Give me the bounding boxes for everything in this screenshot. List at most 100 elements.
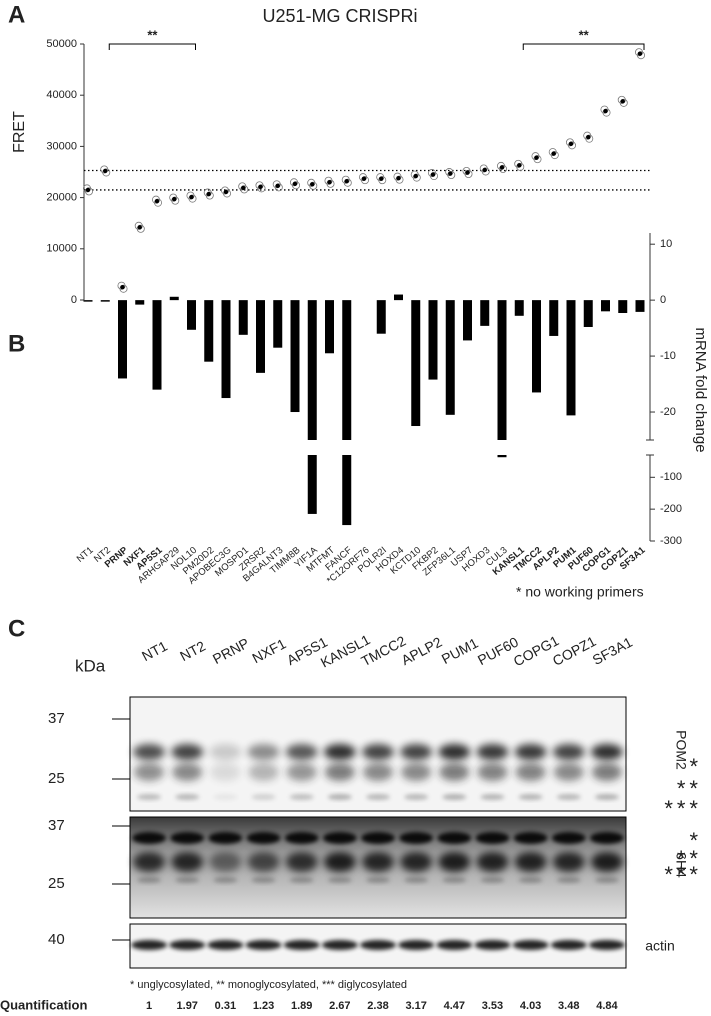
lane-label: NXF1 — [249, 635, 288, 666]
bar — [221, 300, 231, 399]
band — [404, 794, 429, 800]
replicate-ring — [171, 196, 180, 205]
bar — [532, 300, 541, 393]
band — [552, 744, 585, 760]
bar — [187, 300, 196, 330]
dot — [310, 182, 315, 187]
y-tick-label: 0 — [71, 294, 77, 306]
y-axis-title: FRET — [11, 111, 28, 153]
band — [480, 794, 505, 800]
glycoform-mark: *** — [664, 862, 702, 887]
glycoform-mark: * — [689, 754, 702, 779]
dot — [258, 184, 263, 190]
significance-bracket — [522, 43, 645, 50]
dot — [448, 171, 453, 176]
band — [401, 763, 432, 781]
band — [132, 832, 167, 844]
band — [322, 832, 357, 844]
band — [213, 794, 238, 800]
band — [590, 852, 623, 872]
replicate-ring — [481, 167, 490, 176]
band — [170, 832, 205, 844]
band — [323, 744, 356, 760]
band — [171, 852, 204, 872]
significance-label: ** — [147, 27, 158, 42]
dot — [275, 183, 280, 189]
band — [324, 763, 355, 781]
dot — [223, 189, 229, 195]
replicate-ring — [291, 181, 300, 190]
band — [323, 852, 356, 872]
band — [175, 877, 200, 883]
lane-label: NT2 — [177, 637, 208, 664]
dot — [568, 141, 574, 147]
band — [512, 940, 549, 950]
panel-label: B — [8, 330, 25, 357]
y2-tick-label: -200 — [660, 503, 682, 515]
band — [247, 852, 280, 872]
dot — [327, 180, 332, 185]
band — [361, 832, 395, 844]
band — [363, 763, 393, 781]
bar — [135, 300, 145, 305]
bar — [307, 455, 317, 514]
band — [133, 852, 166, 872]
band — [169, 940, 206, 950]
replicate-ring — [412, 173, 421, 182]
footnote: * unglycosylated, ** monoglycosylated, *… — [130, 979, 407, 991]
band — [438, 852, 471, 872]
band — [209, 852, 242, 872]
bar — [428, 300, 438, 380]
y2-tick-label: -100 — [660, 471, 682, 483]
bar — [411, 300, 421, 427]
replicate-ring — [205, 191, 214, 200]
replicate-ring — [378, 176, 387, 185]
band — [442, 877, 467, 883]
band — [289, 794, 314, 800]
y-tick-label: 40000 — [46, 89, 77, 101]
dot — [154, 198, 160, 204]
bar — [445, 300, 455, 415]
replicate-ring — [153, 198, 162, 207]
marker-label: 40 — [48, 931, 65, 948]
marker-label: 25 — [48, 770, 65, 787]
band — [285, 852, 318, 872]
band — [590, 744, 623, 760]
replicate-ring — [222, 189, 231, 198]
quantification-value: 4.03 — [520, 1000, 541, 1012]
glycoform-mark: * — [689, 828, 702, 853]
band — [398, 940, 435, 950]
band — [552, 852, 585, 872]
dot — [637, 51, 643, 56]
band — [513, 832, 548, 844]
band — [399, 832, 434, 844]
band — [171, 744, 204, 760]
band — [477, 763, 508, 781]
dot — [172, 196, 177, 202]
band — [556, 794, 581, 800]
replicate-ring — [309, 181, 318, 190]
band — [366, 877, 390, 883]
dot — [465, 170, 470, 175]
band — [286, 763, 317, 781]
quantification-value: 1.97 — [177, 1000, 198, 1012]
replicate-ring — [119, 284, 128, 293]
replicate-ring — [240, 185, 249, 194]
bar — [307, 300, 317, 440]
band — [591, 763, 622, 781]
dot — [241, 185, 246, 191]
band — [594, 877, 619, 883]
blots: NT11NT21.97PRNP0.31NXF11.23AP5S11.89KANS… — [48, 631, 702, 1012]
quantification-value: 4.84 — [596, 1000, 618, 1012]
replicate-ring — [360, 176, 369, 185]
band — [474, 940, 511, 950]
bar — [204, 300, 214, 362]
quantification-value: 2.38 — [367, 1000, 388, 1012]
band — [442, 794, 467, 800]
band — [436, 940, 473, 950]
antibody-label: actin — [645, 938, 675, 954]
bar — [497, 455, 507, 458]
replicate-ring — [568, 141, 577, 150]
band — [213, 877, 238, 883]
replicate-ring — [102, 168, 111, 177]
